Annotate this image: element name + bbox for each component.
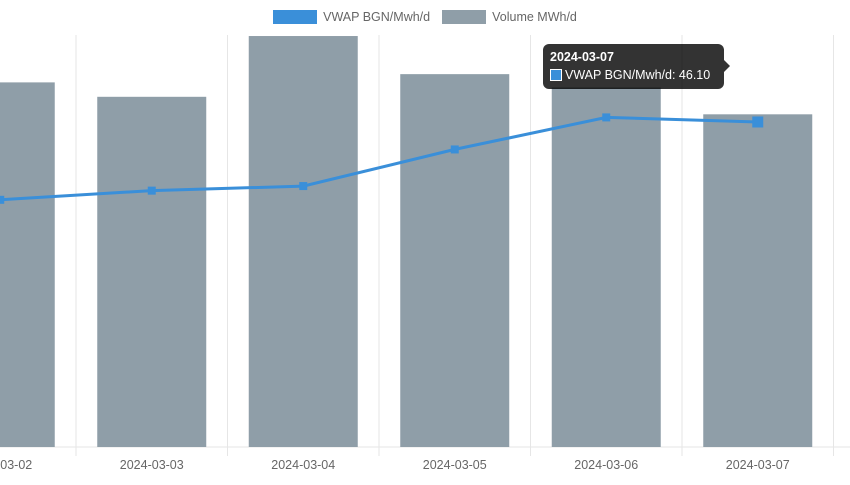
x-tick-label: 2024-03-07 bbox=[726, 458, 790, 472]
point-vwap-2024-03-06 bbox=[602, 113, 611, 122]
tooltip-swatch bbox=[550, 69, 562, 81]
point-vwap-2024-03-03 bbox=[147, 186, 156, 195]
bar-volume-2024-03-07 bbox=[703, 114, 813, 447]
legend-swatch-volume bbox=[442, 10, 487, 24]
legend: VWAP BGN/Mwh/d Volume MWh/d bbox=[0, 7, 850, 27]
x-tick-label: 2024-03-04 bbox=[271, 458, 335, 472]
x-tick-label: 2024-03-05 bbox=[423, 458, 487, 472]
tooltip-row: VWAP BGN/Mwh/d: 46.10 bbox=[550, 66, 717, 84]
legend-item-volume[interactable]: Volume MWh/d bbox=[442, 10, 577, 24]
bar-volume-2024-03-06 bbox=[551, 87, 661, 447]
legend-item-vwap[interactable]: VWAP BGN/Mwh/d bbox=[273, 10, 430, 24]
x-tick-label: 2024-03-02 bbox=[0, 458, 32, 472]
bar-volume-2024-03-03 bbox=[97, 96, 207, 448]
point-vwap-2024-03-02 bbox=[0, 195, 5, 204]
bar-volume-2024-03-04 bbox=[248, 36, 358, 447]
tooltip: 2024-03-07 VWAP BGN/Mwh/d: 46.10 bbox=[543, 44, 730, 89]
point-vwap-2024-03-04 bbox=[299, 182, 308, 191]
bar-volume-2024-03-02 bbox=[0, 82, 55, 447]
legend-label-vwap: VWAP BGN/Mwh/d bbox=[323, 10, 431, 24]
point-vwap-2024-03-05 bbox=[450, 145, 459, 154]
tooltip-caret bbox=[724, 60, 730, 72]
point-vwap-2024-03-07 bbox=[752, 116, 764, 128]
bar-volume-2024-03-05 bbox=[400, 74, 510, 447]
line-vwap bbox=[0, 115, 758, 202]
legend-swatch-vwap bbox=[273, 10, 318, 24]
x-tick-label: 2024-03-06 bbox=[574, 458, 638, 472]
x-tick-label: 2024-03-03 bbox=[120, 458, 184, 472]
legend-label-volume: Volume MWh/d bbox=[492, 10, 577, 24]
tooltip-label: VWAP BGN/Mwh/d: 46.10 bbox=[565, 68, 711, 82]
tooltip-title: 2024-03-07 bbox=[550, 50, 614, 64]
